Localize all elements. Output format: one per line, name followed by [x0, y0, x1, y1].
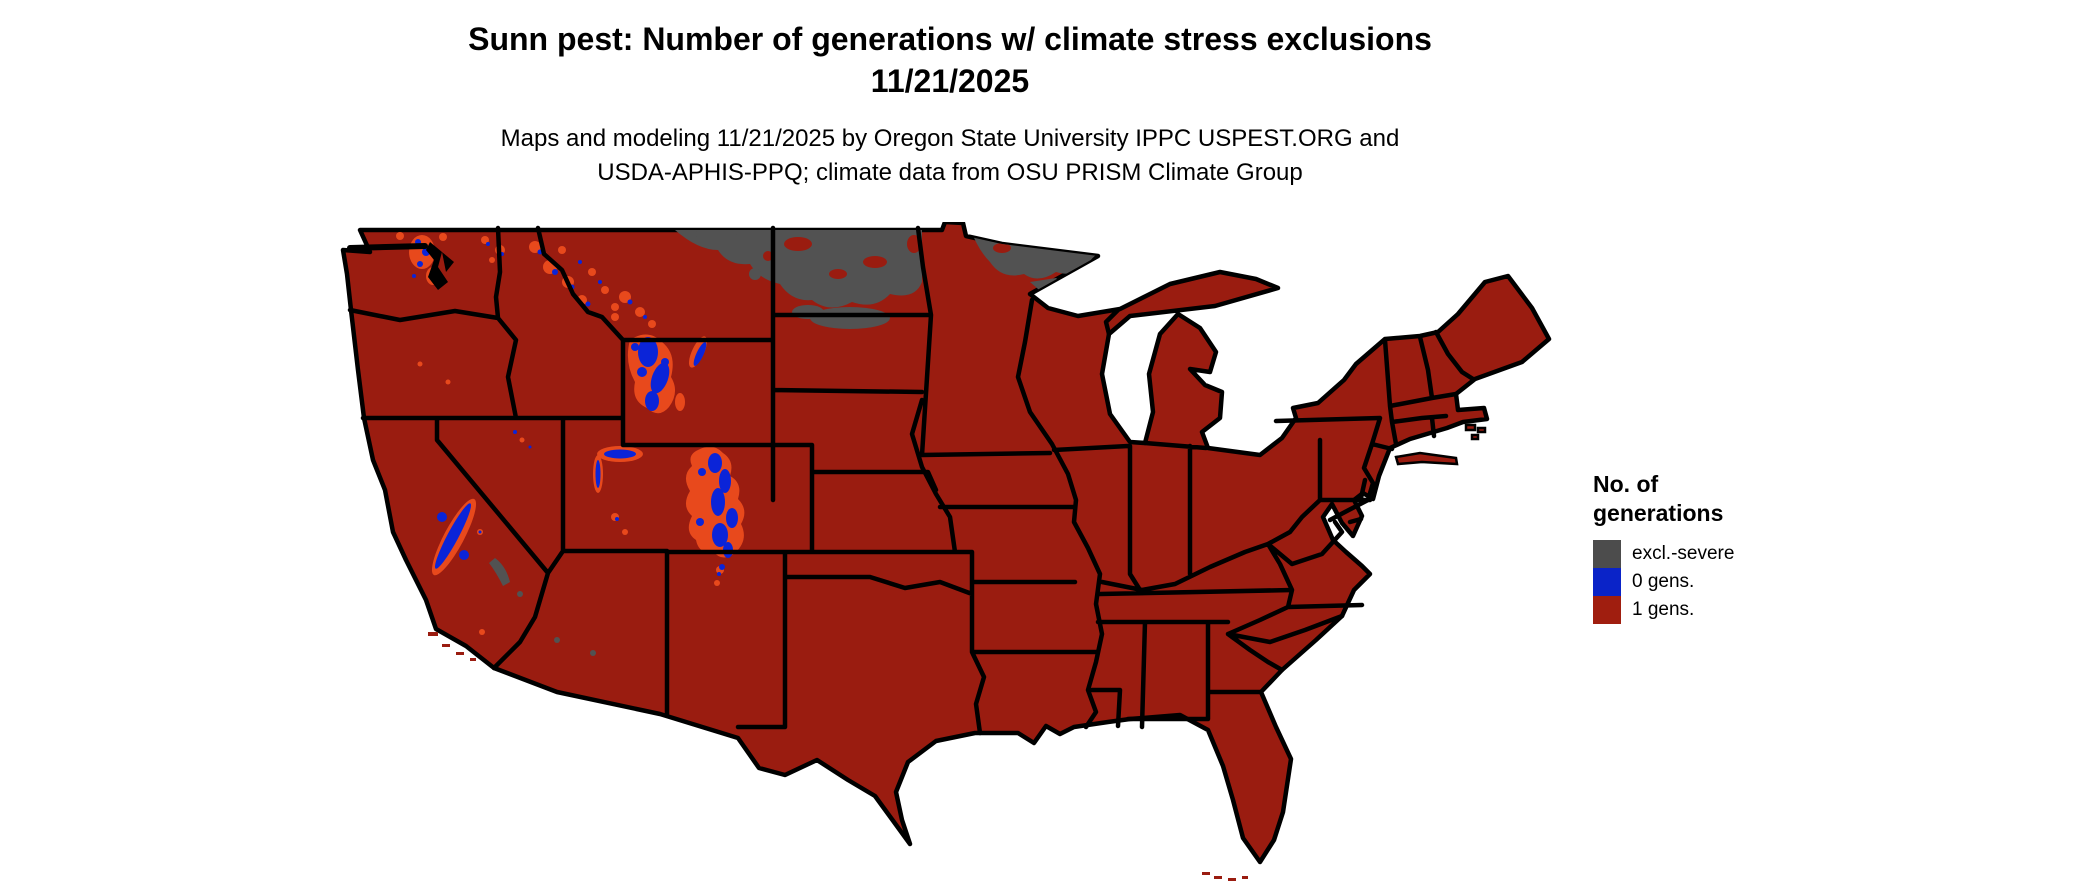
- gray-lobe-red-mottling: [763, 235, 1068, 279]
- coastal-islands: [1394, 423, 1487, 466]
- legend-row-0-gens: 0 gens.: [1593, 568, 1853, 596]
- map-title-date: 11/21/2025: [870, 63, 1030, 99]
- small-islands: [428, 632, 1248, 881]
- map-subtitle-line2: USDA-APHIS-PPQ; climate data from OSU PR…: [597, 159, 1303, 186]
- puget-sound-waterways: [347, 242, 454, 290]
- legend-swatch-gray: [1593, 540, 1621, 568]
- legend-title-line2: generations: [1593, 500, 1724, 526]
- state-borders: [347, 225, 1476, 736]
- legend-row-excl-severe: excl.-severe: [1593, 540, 1853, 568]
- map-subtitle-line1: Maps and modeling 11/21/2025 by Oregon S…: [500, 125, 1400, 152]
- legend-label-0-gens: 0 gens.: [1632, 571, 1695, 592]
- legend-label-excl-severe: excl.-severe: [1632, 543, 1735, 564]
- map-legend: No. of generations excl.-severe 0 gens. …: [1593, 470, 1853, 624]
- legend-rows: excl.-severe 0 gens. 1 gens.: [1593, 540, 1853, 624]
- us-map-svg: [330, 222, 1570, 881]
- legend-swatch-red: [1593, 596, 1621, 624]
- map-subtitle: Maps and modeling 11/21/2025 by Oregon S…: [0, 122, 1900, 190]
- legend-row-1-gens: 1 gens.: [1593, 596, 1853, 624]
- legend-label-1-gens: 1 gens.: [1632, 599, 1695, 620]
- map-title: Sunn pest: Number of generations w/ clim…: [0, 18, 1900, 102]
- legend-title: No. of generations: [1593, 470, 1853, 528]
- legend-title-line1: No. of: [1593, 471, 1659, 497]
- us-generations-map: [330, 222, 1570, 890]
- map-title-line1: Sunn pest: Number of generations w/ clim…: [468, 21, 1432, 57]
- legend-swatch-blue: [1593, 568, 1621, 596]
